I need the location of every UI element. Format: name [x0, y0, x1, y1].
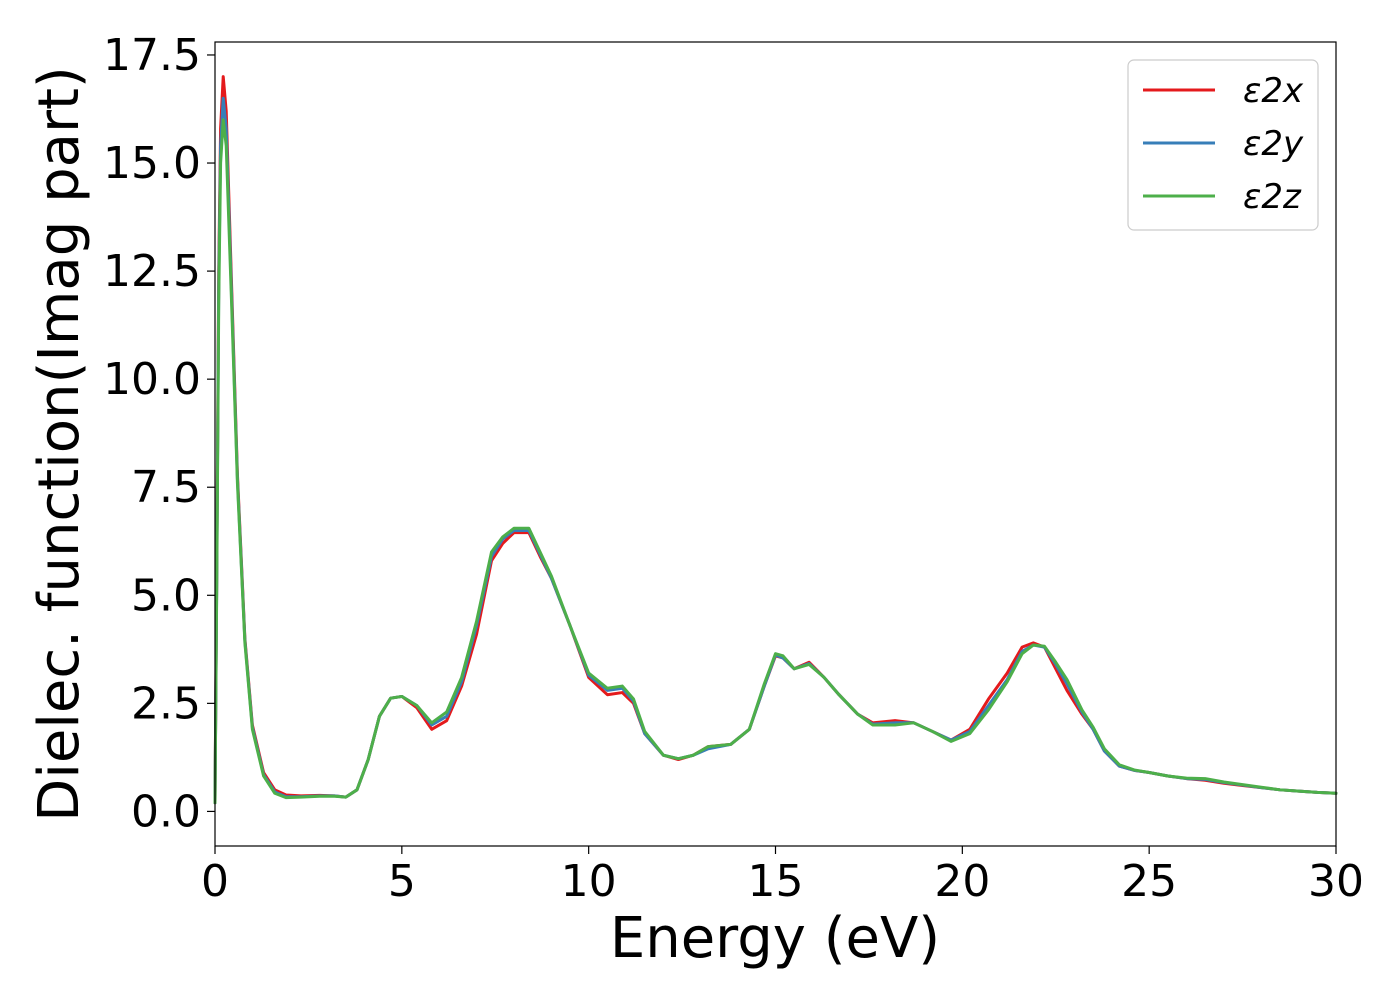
- x-tick-label: 5: [388, 856, 416, 907]
- x-axis-label: Energy (eV): [610, 906, 940, 971]
- x-tick-label: 10: [561, 856, 617, 907]
- x-tick-label: 0: [201, 856, 229, 907]
- series-line-3: [213, 118, 1338, 805]
- legend-label-3: ε2z: [1243, 177, 1302, 217]
- y-tick-label: 0.0: [131, 786, 201, 837]
- x-tick-label: 15: [748, 856, 804, 907]
- series-layer: [213, 75, 1338, 805]
- legend-label-1: ε2x: [1243, 71, 1304, 111]
- y-axis-label: Dielec. function(Imag part): [27, 66, 92, 822]
- ticks-layer: 0 5 10 15 20 25 30 0.0 2.5 5.0 7.5 10.0 12.5 15.0 17.5: [103, 30, 1364, 907]
- x-tick-label: 20: [934, 856, 990, 907]
- y-tick-label: 5.0: [131, 570, 201, 621]
- y-tick-label: 10.0: [103, 354, 201, 405]
- y-tick-label: 17.5: [103, 30, 201, 81]
- y-tick-label: 12.5: [103, 246, 201, 297]
- y-tick-label: 7.5: [131, 462, 201, 513]
- legend-items: ε2x ε2y ε2z: [1143, 71, 1304, 217]
- legend-label-2: ε2y: [1243, 124, 1304, 164]
- y-tick-label: 2.5: [131, 678, 201, 729]
- legend-box: [1127, 59, 1319, 231]
- y-tick-label: 15.0: [103, 138, 201, 189]
- x-tick-label: 25: [1121, 856, 1177, 907]
- legend: ε2x ε2y ε2z: [1127, 59, 1319, 231]
- x-tick-label: 30: [1308, 856, 1364, 907]
